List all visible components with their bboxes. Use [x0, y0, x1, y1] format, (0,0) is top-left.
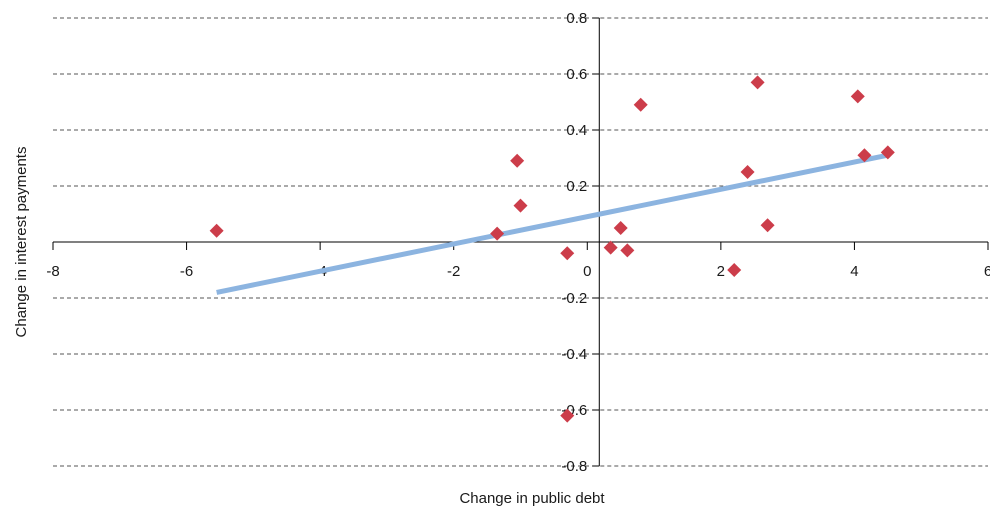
x-tick-label--6: -6	[180, 263, 193, 280]
x-tick-label-0: 0	[583, 263, 591, 280]
trendline-group	[216, 152, 889, 295]
data-point-7	[603, 240, 618, 255]
data-points	[209, 75, 895, 423]
gridlines	[53, 17, 988, 467]
x-tick-label--8: -8	[46, 263, 59, 280]
x-tick-label-2: 2	[717, 263, 725, 280]
data-point-15	[850, 89, 865, 104]
data-point-3	[513, 198, 528, 213]
y-tick-label-0.8: 0.8	[566, 10, 587, 27]
y-tick-label-0.4: 0.4	[566, 122, 587, 139]
y-tick-label--0.8: -0.8	[561, 458, 587, 475]
data-point-10	[633, 97, 648, 112]
data-point-13	[750, 75, 765, 90]
x-tick-label--2: -2	[447, 263, 460, 280]
data-point-9	[620, 243, 635, 258]
tick-marks	[52, 17, 989, 467]
data-point-8	[613, 221, 628, 235]
data-point-12	[740, 165, 755, 179]
x-tick-label-6: 6	[984, 263, 990, 280]
axes	[53, 18, 988, 466]
data-point-5	[560, 246, 575, 261]
data-point-11	[727, 263, 742, 277]
x-axis-title: Change in public debt	[459, 490, 605, 507]
y-axis-title: Change in interest payments	[13, 147, 30, 338]
data-point-16	[857, 148, 872, 163]
data-point-6	[560, 408, 575, 423]
y-tick-label-0.2: 0.2	[566, 178, 587, 195]
data-point-1	[209, 223, 224, 238]
x-tick-label-4: 4	[850, 263, 858, 280]
y-tick-label-0.6: 0.6	[566, 66, 587, 83]
data-point-17	[880, 145, 895, 160]
y-tick-label--0.4: -0.4	[561, 346, 587, 363]
trendline	[216, 152, 889, 295]
data-point-4	[510, 153, 525, 168]
data-point-2	[490, 226, 505, 241]
y-tick-label--0.2: -0.2	[561, 290, 587, 307]
data-point-14	[760, 218, 775, 233]
